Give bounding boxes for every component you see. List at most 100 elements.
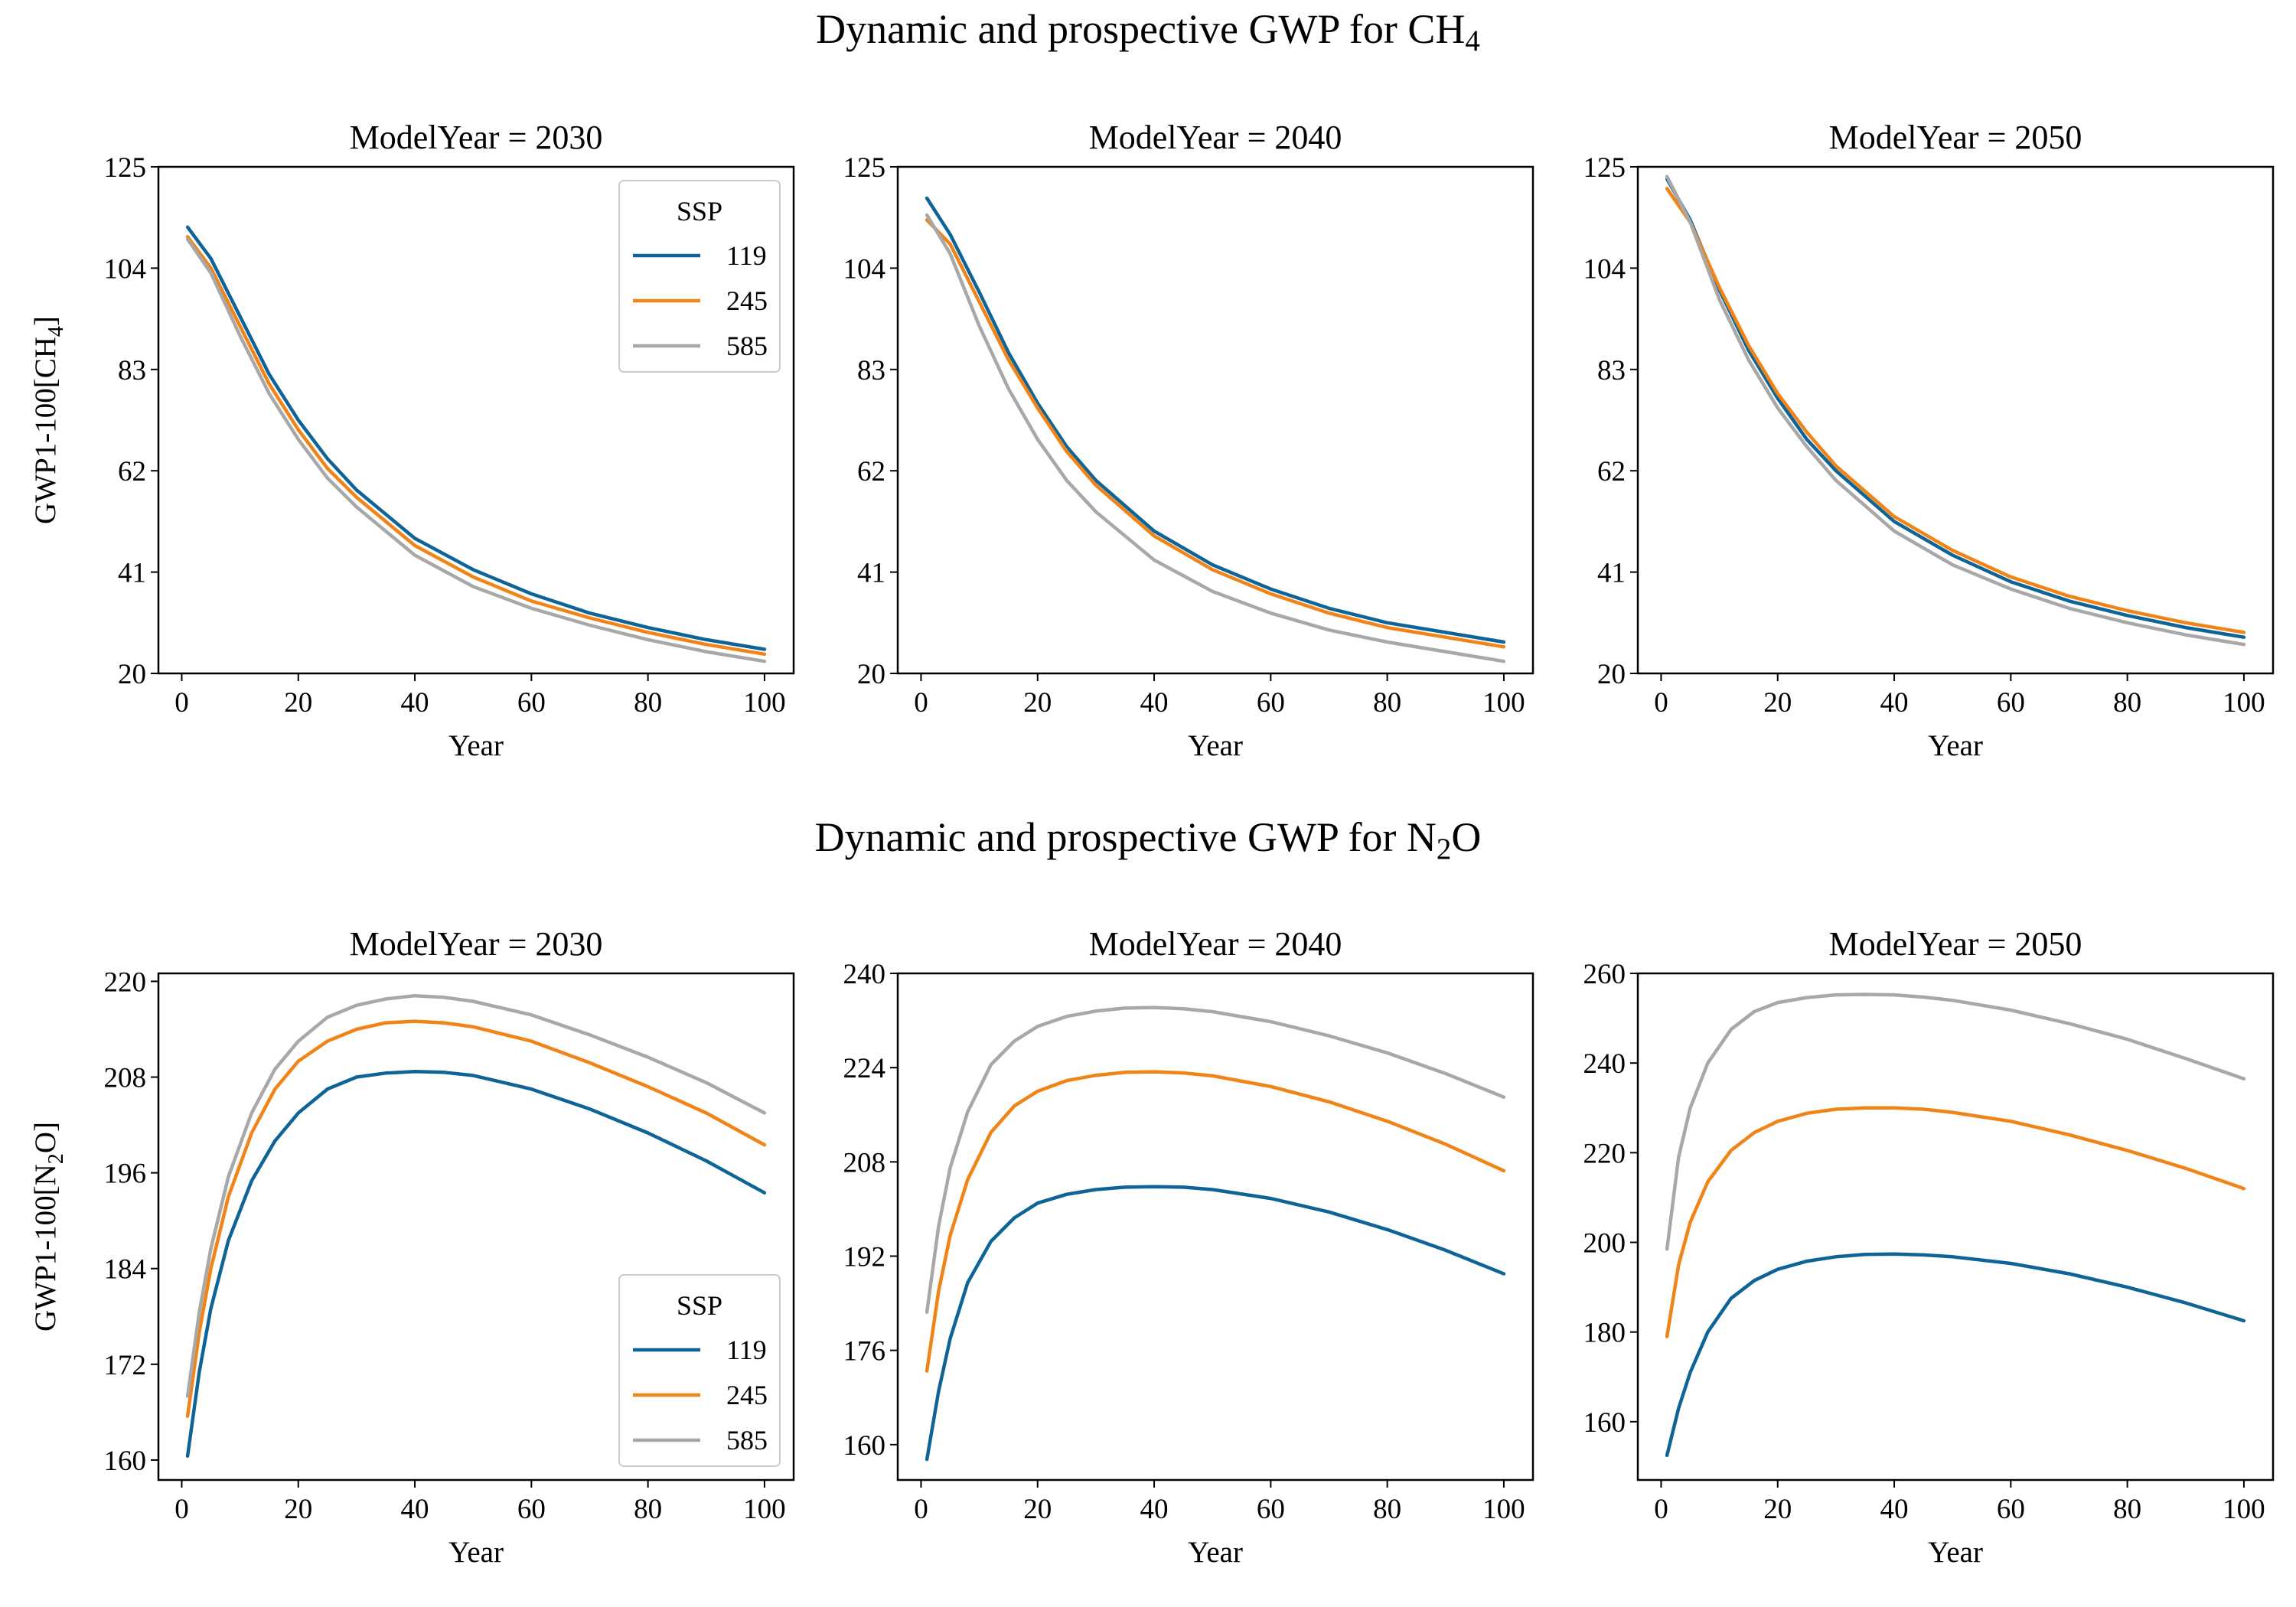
series-line-ssp-245: [1665, 1106, 2246, 1338]
x-axis-label: Year: [1188, 1536, 1243, 1569]
x-tick-label: 40: [1880, 687, 1909, 719]
axes-frame: [157, 165, 795, 675]
panel-title: ModelYear = 2030: [350, 119, 603, 156]
y-tick-label: 224: [843, 1053, 886, 1084]
y-axis-label: GWP1-100[CH4]: [29, 316, 68, 524]
x-tick-label: 40: [1140, 687, 1169, 719]
legend-label-ssp-585: 585: [726, 1425, 768, 1455]
x-tick-label: 80: [1373, 687, 1401, 719]
y-tick-label: 125: [104, 152, 147, 184]
x-tick-label: 20: [1023, 1494, 1052, 1525]
subplot-n2o-2050: ModelYear = 2050 0 20 40 60 80 100 160 180 200 220…: [1583, 925, 2275, 1569]
y-tick-label: 240: [843, 959, 886, 990]
x-tick-label: 100: [2223, 1494, 2265, 1525]
y-tick-label: 62: [118, 456, 146, 487]
x-tick-label: 60: [517, 1494, 546, 1525]
x-tick-label: 100: [743, 687, 786, 719]
y-tick-label: 104: [843, 253, 886, 285]
y-tick-label: 196: [104, 1159, 147, 1190]
x-tick-label: 100: [2223, 687, 2265, 719]
series-line-ssp-585: [1665, 174, 2246, 647]
y-tick-label: 160: [843, 1430, 886, 1462]
x-axis-label: Year: [448, 729, 504, 762]
panel-title: ModelYear = 2030: [350, 925, 603, 963]
y-tick-label: 83: [118, 355, 146, 386]
series-line-ssp-245: [925, 218, 1506, 649]
x-tick-label: 60: [1997, 1494, 2025, 1525]
x-tick-label: 0: [914, 1494, 928, 1525]
series-line-ssp-585: [185, 993, 767, 1398]
x-tick-label: 0: [174, 687, 189, 719]
legend-label-ssp-245: 245: [726, 1380, 768, 1410]
series-line-ssp-245: [925, 1070, 1506, 1373]
series-line-ssp-119: [925, 196, 1506, 644]
y-tick-label: 41: [1597, 558, 1626, 589]
series-line-ssp-585: [1665, 993, 2246, 1251]
x-axis-label: Year: [448, 1536, 504, 1569]
x-tick-label: 40: [401, 1494, 429, 1525]
y-tick-label: 240: [1583, 1048, 1626, 1080]
x-axis-label: Year: [1188, 729, 1243, 762]
subplot-ch4-2050: ModelYear = 2050 0 20 40 60 80 100 20 41 62 83 104 1…: [1583, 119, 2275, 762]
series-line-ssp-585: [185, 237, 767, 663]
panel-title: ModelYear = 2040: [1089, 119, 1342, 156]
x-axis-label: Year: [1928, 1536, 1983, 1569]
y-tick-label: 125: [843, 152, 886, 184]
x-tick-label: 20: [1763, 687, 1792, 719]
x-axis-label: Year: [1928, 729, 1983, 762]
y-tick-label: 41: [118, 558, 146, 589]
x-tick-label: 60: [1997, 687, 2025, 719]
x-tick-label: 20: [1763, 1494, 1792, 1525]
axes-frame: [896, 972, 1534, 1482]
y-axis-label: GWP1-100[N2O]: [29, 1122, 68, 1332]
y-tick-label: 192: [843, 1241, 886, 1273]
x-tick-label: 60: [1257, 687, 1285, 719]
series-line-ssp-119: [1665, 177, 2246, 639]
series-line-ssp-245: [185, 1019, 767, 1418]
series-line-ssp-245: [1665, 187, 2246, 634]
y-tick-label: 104: [1583, 253, 1626, 285]
series-line-ssp-119: [1665, 1252, 2246, 1458]
y-tick-label: 20: [118, 659, 146, 690]
y-tick-label: 20: [1597, 659, 1626, 690]
series-line-ssp-119: [185, 225, 767, 651]
y-tick-label: 200: [1583, 1228, 1626, 1260]
x-tick-label: 20: [284, 1494, 312, 1525]
legend-box: [618, 180, 781, 373]
x-tick-label: 40: [401, 687, 429, 719]
y-tick-label: 220: [104, 966, 147, 998]
panel-title: ModelYear = 2050: [1829, 925, 2082, 963]
legend-label-ssp-245: 245: [726, 285, 768, 316]
series-line-ssp-119: [925, 1185, 1506, 1462]
x-tick-label: 20: [284, 687, 312, 719]
y-tick-label: 208: [843, 1147, 886, 1178]
y-tick-label: 180: [1583, 1318, 1626, 1349]
y-tick-label: 62: [1597, 456, 1626, 487]
x-tick-label: 20: [1023, 687, 1052, 719]
y-tick-label: 172: [104, 1350, 147, 1381]
legend-label-ssp-119: 119: [726, 1335, 767, 1365]
x-tick-label: 60: [1257, 1494, 1285, 1525]
x-tick-label: 100: [1482, 1494, 1525, 1525]
y-tick-label: 20: [857, 659, 885, 690]
series-line-ssp-119: [185, 1069, 767, 1458]
x-tick-label: 80: [1373, 1494, 1401, 1525]
axes-frame: [896, 165, 1534, 675]
legend-title: SSP: [677, 196, 722, 227]
x-tick-label: 0: [1654, 687, 1668, 719]
y-tick-label: 208: [104, 1063, 147, 1094]
axes-frame: [157, 972, 795, 1482]
row-title-ch4: Dynamic and prospective GWP for CH4: [816, 6, 1480, 57]
y-tick-label: 83: [857, 355, 885, 386]
subplot-n2o-2040: ModelYear = 2040 0 20 40 60 80 100 160 176 192 208…: [843, 925, 1534, 1569]
panel-title: ModelYear = 2050: [1829, 119, 2082, 156]
x-tick-label: 0: [1654, 1494, 1668, 1525]
x-tick-label: 0: [914, 687, 928, 719]
x-tick-label: 40: [1880, 1494, 1909, 1525]
legend-label-ssp-585: 585: [726, 331, 768, 361]
y-tick-label: 220: [1583, 1138, 1626, 1169]
y-tick-label: 125: [1583, 152, 1626, 184]
